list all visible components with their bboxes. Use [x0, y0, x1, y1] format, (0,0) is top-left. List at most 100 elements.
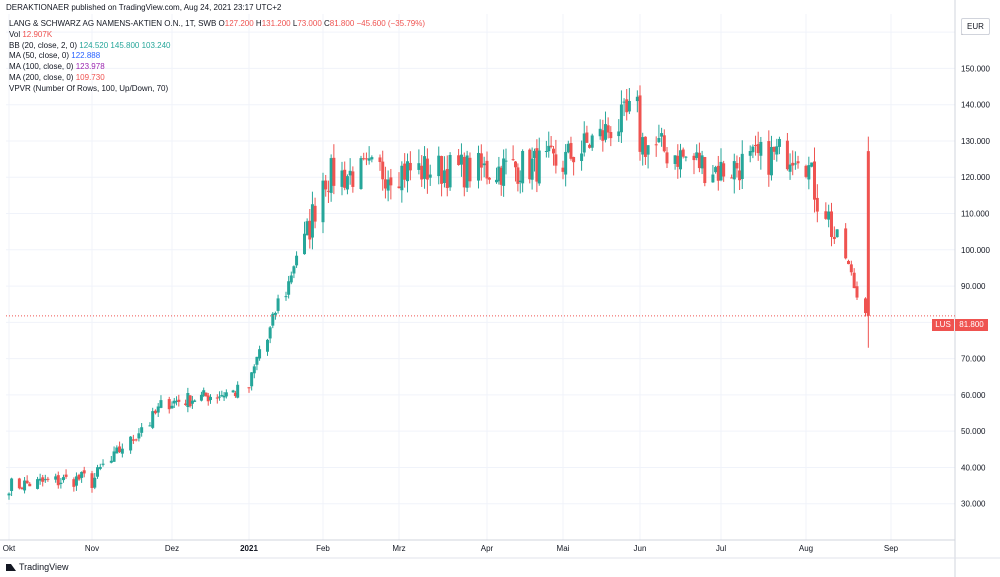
candle-body [580, 153, 584, 161]
candle-body [643, 136, 647, 157]
candle-body [233, 392, 237, 397]
candle-body [535, 148, 539, 182]
candle-body [692, 155, 696, 161]
y-tick-label: 100.000 [961, 246, 990, 255]
candle-body [64, 474, 68, 477]
indicator-row-ma100[interactable]: MA (100, close, 0) 123.978 [9, 62, 425, 73]
candle-body [665, 152, 669, 164]
volume-label: Vol [9, 29, 21, 39]
candle-body [255, 356, 259, 365]
y-tick-label: 150.000 [961, 64, 990, 73]
volume-row[interactable]: Vol 12.907K [9, 30, 425, 41]
candle-body [722, 163, 726, 177]
candle-body [25, 480, 29, 484]
candle-body [572, 156, 576, 163]
chart-legend: LANG & SCHWARZ AG NAMENS-AKTIEN O.N., 1T… [9, 19, 425, 95]
indicator-label: VPVR (Number Of Rows, 100, Up/Down, 70) [9, 83, 169, 93]
candle-body [815, 197, 819, 212]
indicator-label: MA (50, close, 0) [9, 51, 70, 61]
candle-body [793, 163, 797, 165]
candle-body [738, 170, 742, 181]
high-value: 131.200 [261, 19, 291, 28]
candle-body [866, 151, 870, 316]
candle-body [236, 384, 240, 398]
x-tick-label: Aug [799, 544, 813, 553]
indicator-row-ma200[interactable]: MA (200, close, 0) 109.730 [9, 73, 425, 84]
candle-body [511, 159, 515, 161]
candle-body [215, 397, 219, 399]
candle-body [80, 471, 84, 478]
indicator-value: 145.800 [110, 40, 140, 50]
candle-body [676, 155, 680, 167]
candle-body [759, 141, 763, 156]
candle-body [258, 349, 262, 359]
candle-body [148, 425, 152, 427]
candle-body [46, 478, 50, 480]
candle-body [77, 474, 81, 480]
candle-body [184, 403, 188, 405]
candle-body [442, 170, 446, 183]
candle-body [487, 177, 491, 180]
candle-body [697, 152, 701, 169]
candle-body [754, 145, 758, 147]
indicator-row-vpvr[interactable]: VPVR (Number Of Rows, 100, Up/Down, 70) [9, 84, 425, 95]
candle-body [381, 161, 385, 180]
candle-body [445, 169, 449, 189]
candle-body [437, 155, 441, 177]
open-value: 127.200 [224, 19, 254, 28]
candle-body [96, 467, 100, 477]
candle-body [465, 155, 469, 188]
candle-body [378, 157, 382, 163]
brand-name: TradingView [19, 562, 69, 572]
candle-body [830, 211, 833, 237]
candle-body [90, 473, 94, 488]
candle-body [549, 145, 553, 147]
candle-body [177, 399, 181, 402]
candle-body [101, 463, 105, 465]
candle-body [796, 161, 800, 164]
currency-button[interactable]: EUR [961, 18, 990, 35]
candle-body [428, 174, 432, 178]
candle-body [72, 479, 76, 487]
candle-body [804, 165, 808, 177]
x-tick-label: 2021 [240, 544, 258, 553]
candle-body [193, 400, 197, 402]
indicator-row-bb[interactable]: BB (20, close, 2, 0) 124.520 145.800 103… [9, 41, 425, 52]
candle-body [756, 144, 760, 154]
candle-body [17, 478, 21, 489]
candle-body [74, 476, 78, 486]
candle-body [417, 163, 421, 170]
candle-body [735, 162, 739, 169]
candle-body [156, 406, 160, 413]
candle-body [835, 229, 839, 238]
candle-body [582, 133, 586, 153]
candle-body [635, 96, 639, 102]
tradingview-logo[interactable]: TradingView [6, 562, 69, 572]
candle-body [109, 460, 113, 463]
indicator-row-ma50[interactable]: MA (50, close, 0) 122.888 [9, 51, 425, 62]
symbol-title[interactable]: LANG & SCHWARZ AG NAMENS-AKTIEN O.N., 1T… [9, 19, 217, 28]
candle-body [468, 157, 472, 182]
candle-body [681, 149, 685, 157]
candle-body [252, 366, 256, 374]
candle-body [855, 286, 859, 298]
candle-body [271, 313, 275, 326]
close-value: 81.800 [329, 19, 355, 28]
candle-body [504, 160, 508, 162]
candle-body [847, 260, 850, 265]
candle-body [662, 135, 666, 152]
candle-body [499, 167, 503, 185]
candle-body [268, 327, 272, 339]
y-tick-label: 50.000 [961, 427, 986, 436]
candle-body [209, 396, 212, 401]
candle-body [276, 298, 280, 311]
candle-body [54, 476, 58, 480]
y-tick-label: 90.000 [961, 282, 986, 291]
candle-body [547, 145, 551, 152]
candle-body [673, 155, 677, 164]
candle-body [617, 131, 621, 137]
candle-body [590, 135, 594, 148]
candle-body [864, 298, 867, 314]
candle-body [627, 100, 631, 112]
